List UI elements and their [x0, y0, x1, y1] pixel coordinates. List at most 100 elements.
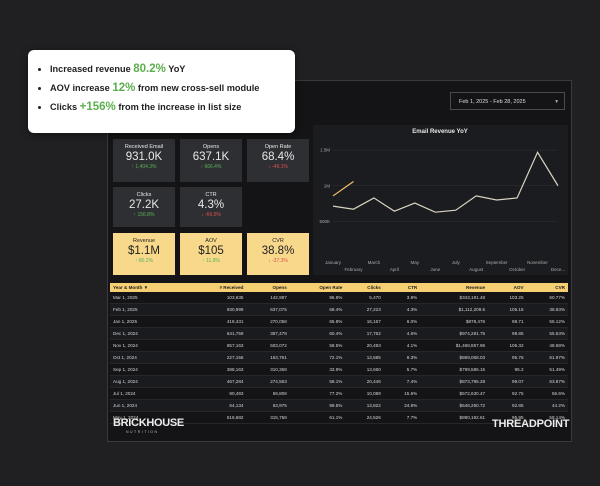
- kpi-card: Open Rate 68.4% ↓ -49.1%: [247, 139, 309, 182]
- table-cell: 98.71: [488, 315, 527, 328]
- kpi-value: 27.2K: [128, 199, 160, 211]
- table-cell: 17,762: [345, 327, 384, 340]
- bullet: Clicks +156% from the increase in list s…: [50, 101, 295, 113]
- table-cell: 98.85: [488, 327, 527, 340]
- table-cell: 4.6%: [383, 327, 421, 340]
- table-cell: 227,156: [188, 351, 247, 364]
- kpi-label: CTR: [205, 192, 217, 198]
- table-cell: 24.8%: [383, 399, 421, 412]
- kpi-change: ↑ 666.4%: [200, 164, 222, 170]
- table-cell: 418,431: [188, 315, 247, 328]
- column-header: CVR: [526, 283, 568, 292]
- table-cell: Jan 1, 2025: [110, 315, 189, 328]
- kpi-change: ↑ 80.2%: [134, 258, 154, 264]
- kpi-label: Clicks: [136, 192, 152, 198]
- table-cell: 33.9%: [289, 363, 346, 376]
- x-tick-label: November: [527, 260, 548, 265]
- kpi-value: 931.0K: [125, 151, 163, 163]
- brand-logo: THREADPOINT: [492, 418, 570, 430]
- table-cell: 99.5%: [289, 399, 346, 412]
- kpi-label: Revenue: [132, 238, 156, 244]
- table-cell: Sep 1, 2024: [110, 363, 189, 376]
- table-cell: 15.6%: [383, 387, 421, 400]
- kpi-value: 38.8%: [261, 245, 295, 257]
- table-cell: Feb 1, 2025: [110, 303, 189, 316]
- table-row: Feb 1, 2025 930,999 637,075 68.4% 27,223 4.3%…: [110, 303, 568, 316]
- x-tick-label: September: [486, 260, 509, 265]
- table-cell: 60.77%: [526, 292, 568, 304]
- line-series: [332, 150, 559, 213]
- table-cell: 58.14%: [526, 411, 568, 424]
- table-cell: Jul 1, 2024: [110, 387, 189, 400]
- table-cell: 64,134: [188, 399, 247, 412]
- table-cell: 7.7%: [383, 411, 421, 424]
- table-cell: $799,586.15: [420, 363, 489, 376]
- table-cell: 95.95: [488, 411, 527, 424]
- kpi-change: ↓ -49.1%: [268, 164, 288, 170]
- bullet-highlight: 12%: [112, 82, 136, 94]
- table-cell: 10,089: [345, 387, 384, 400]
- table-cell: 467,284: [188, 375, 247, 388]
- table-cell: 77.2%: [289, 387, 346, 400]
- bullet-highlight: 80.2%: [133, 63, 166, 75]
- table-cell: 86.8%: [289, 292, 346, 304]
- x-tick-label: August: [469, 267, 484, 272]
- kpi-card: AOV $105 ↑ 11.9%: [180, 233, 242, 275]
- table-cell: 274,563: [246, 375, 290, 388]
- table-cell: 48.68%: [526, 339, 568, 352]
- bullet-highlight: +156%: [79, 101, 116, 113]
- table-cell: 95.76: [488, 351, 527, 364]
- table-cell: Mar 1, 2025: [110, 292, 189, 304]
- table-cell: 55.53%: [526, 327, 568, 340]
- table-cell: Aug 1, 2024: [110, 375, 189, 388]
- table-cell: 387,478: [246, 327, 290, 340]
- kpi-card: Clicks 27.2K ↑ 156.8%: [113, 187, 175, 227]
- table-cell: $974,281.75: [420, 327, 489, 340]
- table-row: Jun 1, 2024 64,134 63,975 99.5% 13,822 24.8% $…: [110, 399, 568, 412]
- table-cell: 58.1%: [289, 375, 346, 388]
- x-tick-label: May: [411, 260, 420, 265]
- bullet-text: Increased revenue: [50, 64, 134, 74]
- column-header: Clicks: [345, 283, 384, 292]
- y-tick-label: 500K: [319, 219, 330, 224]
- table-cell: 163,761: [246, 351, 290, 364]
- table-cell: 142,987: [246, 292, 290, 304]
- table-row: Sep 1, 2024 388,163 310,358 33.9% 13,660 5.7%…: [110, 363, 568, 376]
- table-cell: Oct 1, 2024: [110, 351, 189, 364]
- y-tick-label: 1.5M: [320, 148, 330, 153]
- kpi-card: Revenue $1.1M ↑ 80.2%: [113, 233, 175, 275]
- table-cell: 44.2%: [526, 399, 568, 412]
- date-range-picker[interactable]: Feb 1, 2025 - Feb 28, 2025: [450, 92, 565, 111]
- table-cell: 6.0%: [383, 315, 421, 328]
- table-cell: 16,167: [345, 315, 384, 328]
- kpi-card: CTR 4.3% ↓ -66.5%: [180, 187, 242, 227]
- kpi-card: CVR 38.8% ↓ -37.3%: [247, 233, 309, 275]
- table-cell: 63,975: [246, 399, 290, 412]
- bullet: Increased revenue 80.2% YoY: [50, 63, 295, 75]
- kpi-label: CVR: [272, 238, 284, 244]
- column-header: Opens: [246, 283, 290, 292]
- kpi-value: 68.4%: [261, 151, 295, 163]
- table-cell: 310,358: [246, 363, 290, 376]
- table-cell: 5.7%: [383, 363, 421, 376]
- table-cell: $869,068.03: [420, 351, 489, 364]
- x-tick-label: January: [325, 260, 342, 265]
- column-header: Open Rate: [289, 283, 346, 292]
- table-cell: $1,112,209.5: [420, 303, 489, 316]
- table-cell: 61.97%: [526, 351, 568, 364]
- chart-title: Email Revenue YoY: [412, 129, 467, 135]
- table-cell: 5,470: [345, 292, 384, 304]
- x-tick-label: February: [344, 267, 363, 272]
- table-cell: 60.4%: [289, 327, 346, 340]
- table-cell: Nov 1, 2024: [110, 339, 189, 352]
- column-header: AOV: [488, 283, 527, 292]
- kpi-value: $1.1M: [128, 245, 160, 257]
- table-cell: 68.4%: [289, 303, 346, 316]
- table-cell: 4.3%: [383, 303, 421, 316]
- table-cell: 95.2: [488, 363, 527, 376]
- x-tick-label: April: [390, 267, 399, 272]
- kpi-card: Received Email 931.0K ↑ 1,404.3%: [113, 139, 175, 182]
- x-tick-label: July: [452, 260, 461, 265]
- column-header: Revenue: [420, 283, 489, 292]
